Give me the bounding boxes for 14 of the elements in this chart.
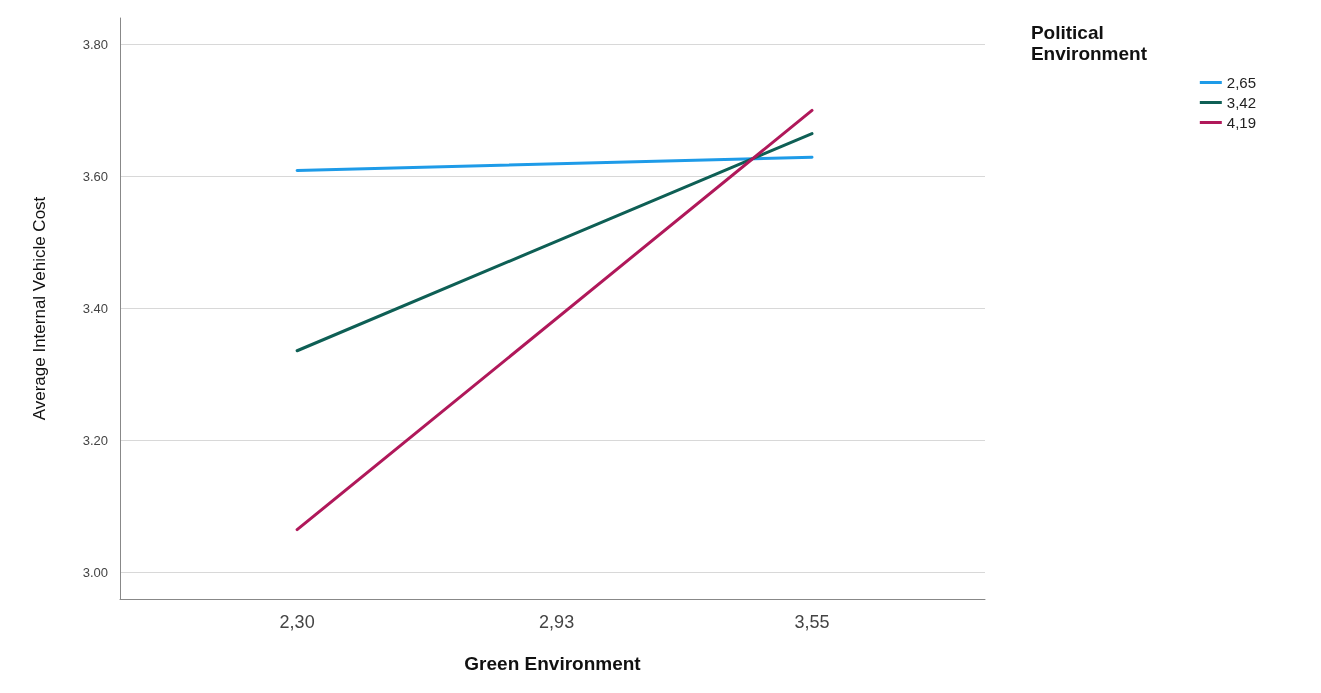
y-tick-label: 3.60 [82, 168, 108, 184]
y-tick-label: 3.80 [82, 36, 108, 52]
x-tick-label: 2,30 [279, 612, 315, 632]
x-tick-label: 2,93 [539, 612, 575, 632]
y-tick-label: 3.00 [82, 565, 108, 581]
y-tick-label: 3.20 [82, 433, 108, 449]
y-tick-label: 3.40 [82, 301, 108, 316]
legend-label: 4,19 [1226, 114, 1257, 131]
x-tick-label: 3,55 [794, 612, 830, 632]
x-axis-title: Green Environment [464, 653, 642, 674]
legend-label: 3,42 [1226, 94, 1257, 111]
y-axis-title: Average Internal Vehicle Cost [30, 196, 49, 421]
legend-label: 2,65 [1226, 74, 1257, 91]
legend-title: Political Environment [1030, 22, 1148, 64]
